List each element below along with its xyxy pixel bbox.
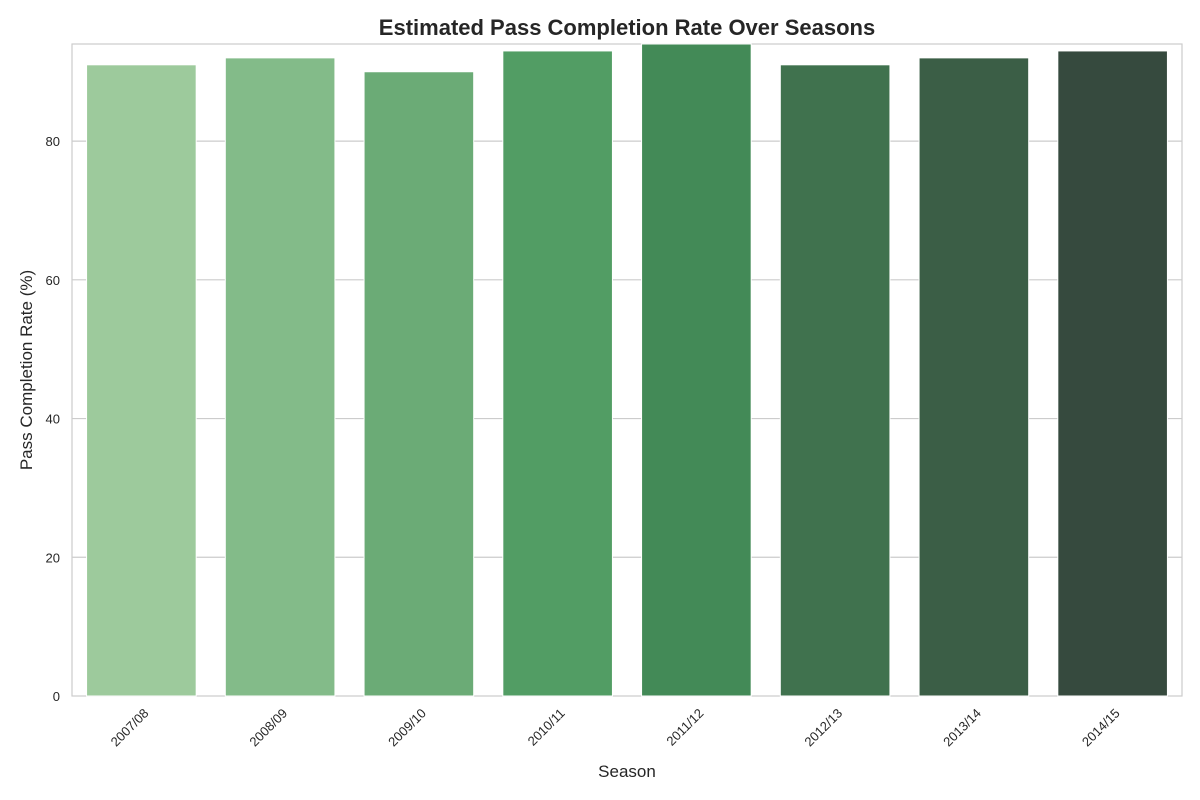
x-tick-labels: 2007/08 2008/09 2009/10 2010/11 2011/12 2012/… (108, 706, 1123, 750)
bar-2014-15 (1057, 50, 1168, 697)
x-tick-label: 2014/15 (1079, 706, 1123, 750)
y-tick-label: 60 (46, 273, 60, 288)
y-axis-label: Pass Completion Rate (%) (17, 270, 36, 470)
bar-2012-13 (779, 64, 891, 697)
x-axis-label: Season (598, 762, 656, 781)
x-tick-label: 2012/13 (801, 706, 845, 750)
y-tick-label: 20 (46, 550, 60, 565)
x-tick-label: 2007/08 (108, 706, 152, 750)
x-tick-label: 2013/14 (940, 706, 984, 750)
y-tick-label: 80 (46, 134, 60, 149)
bar-2008-09 (224, 57, 336, 697)
chart-title: Estimated Pass Completion Rate Over Seas… (379, 15, 875, 40)
bar-2010-11 (502, 50, 613, 697)
bar-2009-10 (363, 71, 475, 697)
bars (86, 43, 1168, 697)
x-tick-label: 2008/09 (246, 706, 290, 750)
y-tick-label: 40 (46, 412, 60, 427)
y-tick-label: 0 (53, 689, 60, 704)
x-tick-label: 2011/12 (663, 706, 706, 749)
y-tick-labels: 0 20 40 60 80 (46, 134, 60, 704)
bar-2013-14 (918, 57, 1030, 697)
x-tick-label: 2010/11 (525, 706, 568, 749)
bar-2011-12 (641, 43, 752, 697)
bar-2007-08 (86, 64, 197, 697)
x-tick-label: 2009/10 (385, 706, 429, 750)
